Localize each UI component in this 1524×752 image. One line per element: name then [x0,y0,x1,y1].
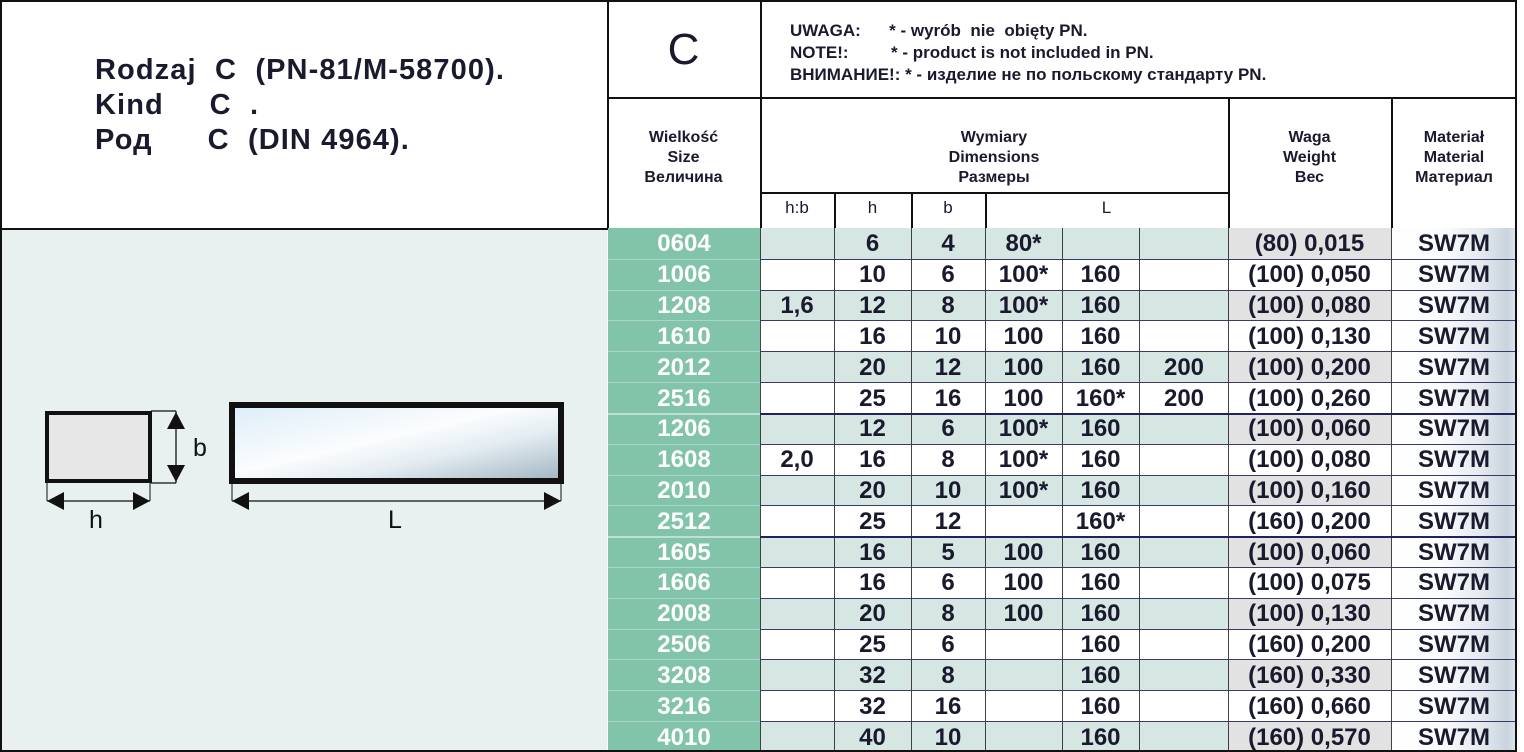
svg-text:h: h [89,506,103,534]
svg-text:b: b [193,434,207,462]
svg-text:L: L [388,506,402,534]
